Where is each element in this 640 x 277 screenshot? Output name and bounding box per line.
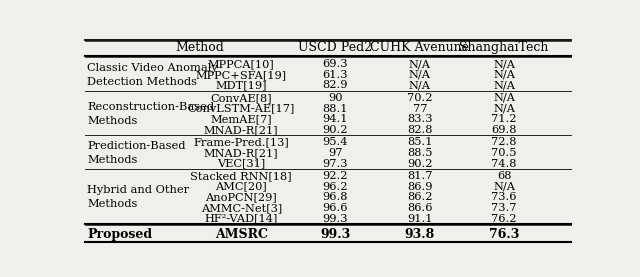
Text: 86.2: 86.2 [407,192,433,202]
Text: AMC[20]: AMC[20] [215,182,267,192]
Text: N/A: N/A [493,59,515,69]
Text: 82.8: 82.8 [407,125,433,135]
Text: Method: Method [176,41,225,54]
Text: Stacked RNN[18]: Stacked RNN[18] [190,171,292,181]
Text: MPPC+SFA[19]: MPPC+SFA[19] [196,70,287,80]
Text: 83.3: 83.3 [407,114,433,124]
Text: 72.8: 72.8 [492,137,517,147]
Text: 94.1: 94.1 [323,114,348,124]
Text: 70.5: 70.5 [492,148,517,158]
Text: 68: 68 [497,171,511,181]
Text: MemAE[7]: MemAE[7] [211,114,272,124]
Text: N/A: N/A [493,182,515,192]
Text: 73.6: 73.6 [492,192,517,202]
Text: 69.8: 69.8 [492,125,517,135]
Text: 73.7: 73.7 [492,203,517,213]
Text: 99.3: 99.3 [323,214,348,224]
Text: MPPCA[10]: MPPCA[10] [208,59,275,69]
Text: 95.4: 95.4 [323,137,348,147]
Text: 92.2: 92.2 [323,171,348,181]
Text: 88.5: 88.5 [407,148,433,158]
Text: ConvLSTM-AE[17]: ConvLSTM-AE[17] [188,104,295,114]
Text: Frame-Pred.[13]: Frame-Pred.[13] [193,137,289,147]
Text: CUHK Avenune: CUHK Avenune [371,41,469,54]
Text: 90.2: 90.2 [407,158,433,168]
Text: MNAD-R[21]: MNAD-R[21] [204,125,278,135]
Text: USCD Ped2: USCD Ped2 [298,41,372,54]
Text: N/A: N/A [409,70,431,80]
Text: 61.3: 61.3 [323,70,348,80]
Text: 90: 90 [328,93,342,103]
Text: 71.2: 71.2 [492,114,517,124]
Text: Classic Video Anomaly
Detection Methods: Classic Video Anomaly Detection Methods [88,63,218,87]
Text: 82.9: 82.9 [323,80,348,90]
Text: 93.8: 93.8 [404,228,435,241]
Text: 90.2: 90.2 [323,125,348,135]
Text: 97.3: 97.3 [323,158,348,168]
Text: Prediction-Based
Methods: Prediction-Based Methods [88,141,186,165]
Text: Proposed: Proposed [88,228,152,241]
Text: 70.2: 70.2 [407,93,433,103]
Text: 96.2: 96.2 [323,182,348,192]
Text: 69.3: 69.3 [323,59,348,69]
Text: 97: 97 [328,148,342,158]
Text: 91.1: 91.1 [407,214,433,224]
Text: 76.2: 76.2 [492,214,517,224]
Text: 85.1: 85.1 [407,137,433,147]
Text: 86.9: 86.9 [407,182,433,192]
Text: ConvAE[8]: ConvAE[8] [211,93,272,103]
Text: N/A: N/A [493,104,515,114]
Text: VEC[31]: VEC[31] [217,158,266,168]
Text: N/A: N/A [493,93,515,103]
Text: 96.6: 96.6 [323,203,348,213]
Text: 74.8: 74.8 [492,158,517,168]
Text: Hybrid and Other
Methods: Hybrid and Other Methods [88,185,189,209]
Text: 76.3: 76.3 [489,228,519,241]
Text: 99.3: 99.3 [320,228,351,241]
Text: N/A: N/A [409,59,431,69]
Text: MDT[19]: MDT[19] [216,80,267,90]
Text: N/A: N/A [493,70,515,80]
Text: AnoPCN[29]: AnoPCN[29] [205,192,277,202]
Text: AMSRC: AMSRC [214,228,268,241]
Text: N/A: N/A [409,80,431,90]
Text: 88.1: 88.1 [323,104,348,114]
Text: N/A: N/A [493,80,515,90]
Text: 86.6: 86.6 [407,203,433,213]
Text: 77: 77 [413,104,427,114]
Text: ShanghaiTech: ShanghaiTech [460,41,548,54]
Text: 81.7: 81.7 [407,171,433,181]
Text: HF²-VAD[14]: HF²-VAD[14] [205,214,278,224]
Text: AMMC-Net[3]: AMMC-Net[3] [200,203,282,213]
Text: Reconstruction-Based
Methods: Reconstruction-Based Methods [88,102,214,126]
Text: MNAD-R[21]: MNAD-R[21] [204,148,278,158]
Text: 96.8: 96.8 [323,192,348,202]
